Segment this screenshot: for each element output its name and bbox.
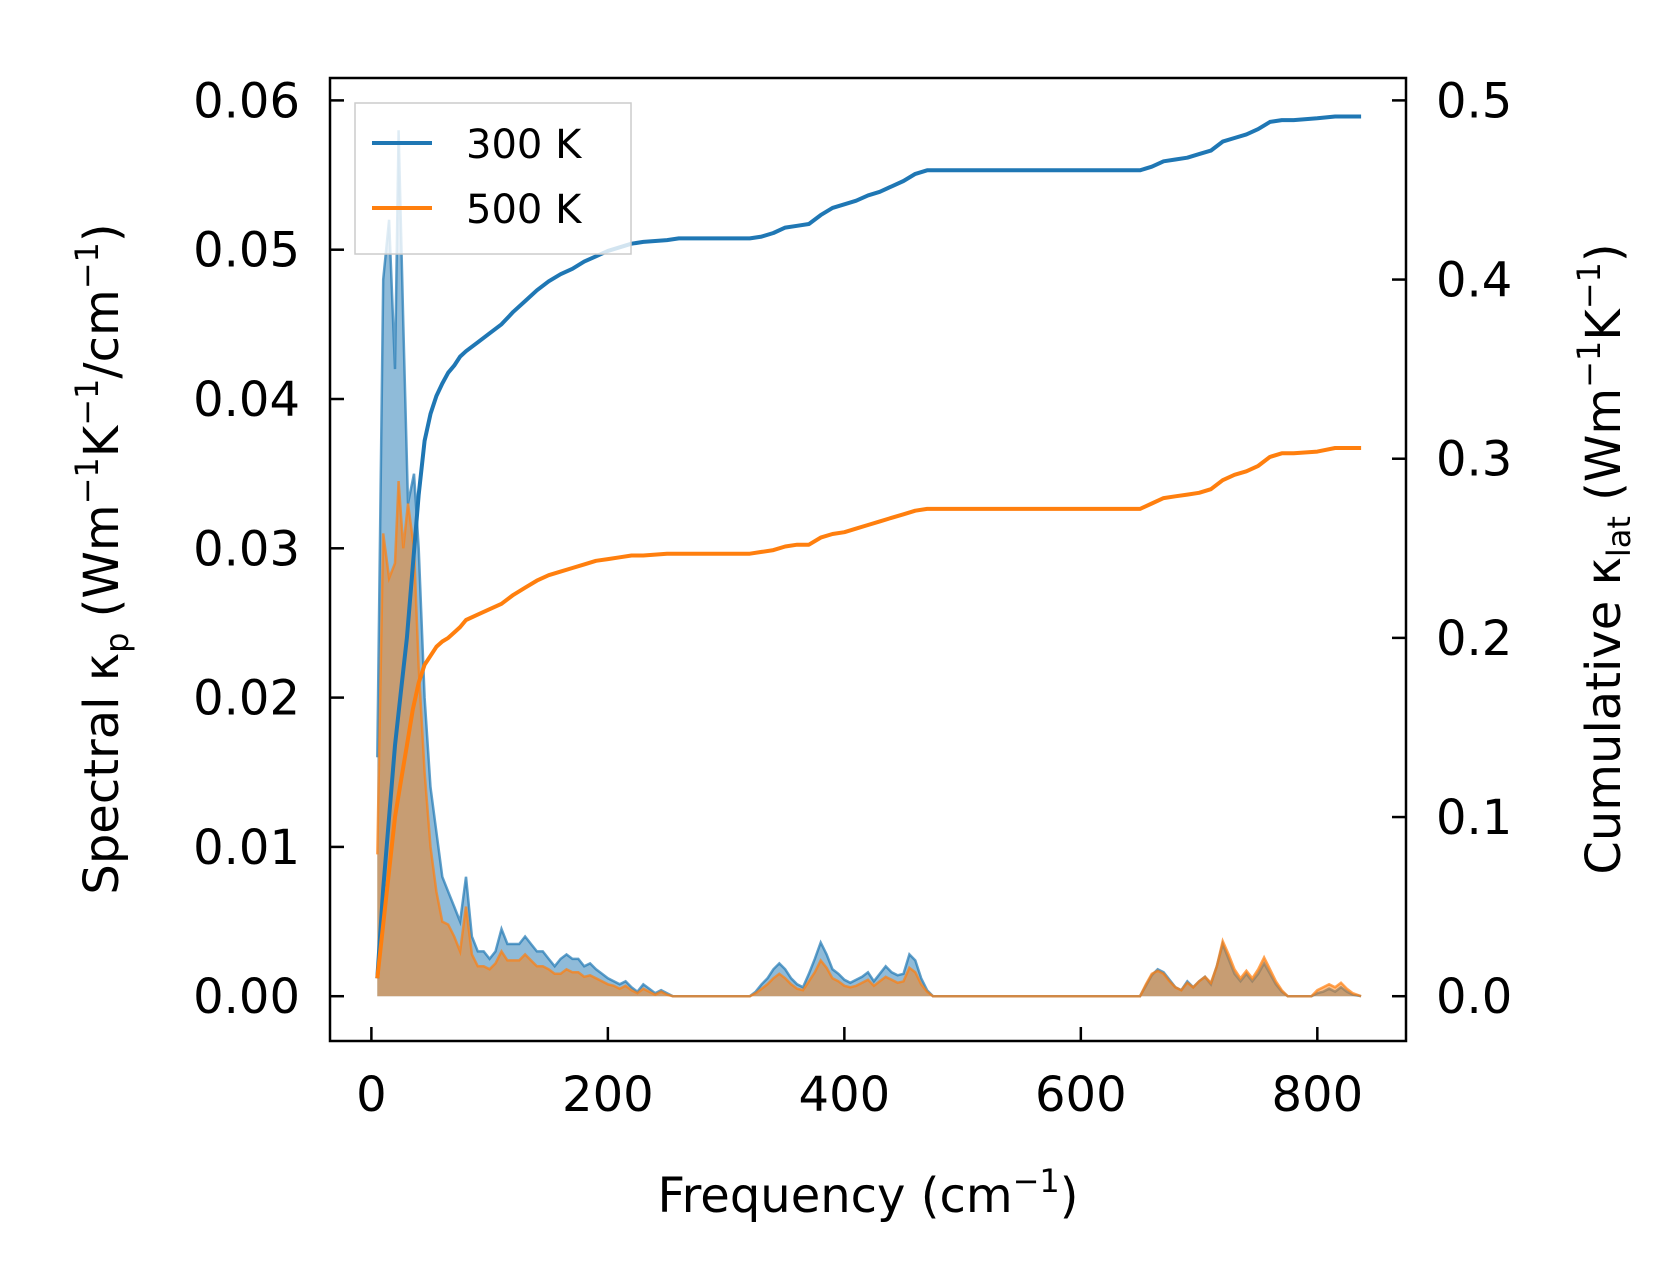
y-tick-label-right: 0.2	[1436, 611, 1512, 667]
legend: 300 K 500 K	[354, 102, 632, 255]
cumulative-lines	[375, 114, 1362, 979]
spectral-area-300k	[377, 130, 1362, 997]
spectral-outline-500k	[376, 481, 1362, 998]
x-tick-label: 400	[799, 1067, 891, 1123]
spectral-area-500k	[377, 481, 1362, 997]
y-tick-label-right: 0.4	[1436, 253, 1512, 309]
x-tick-label: 800	[1272, 1067, 1364, 1123]
y-tick-label-left: 0.01	[193, 820, 300, 876]
legend-entry-500k: 500 K	[372, 187, 583, 233]
legend-entry-300k: 300 K	[372, 122, 583, 168]
y-axis-label-left: Spectral κp (Wm−1K−1/cm−1)	[68, 223, 136, 894]
spectral-fills	[376, 130, 1362, 998]
y-tick-label-left: 0.04	[193, 372, 300, 428]
y-tick-label-left: 0.00	[193, 969, 300, 1025]
y-tick-label-right: 0.1	[1436, 790, 1512, 846]
y-axis-label-right: Cumulative κlat (Wm−1K−1)	[1570, 243, 1638, 874]
spectral-outline-300k	[376, 130, 1362, 998]
y-tick-label-left: 0.05	[193, 223, 300, 279]
x-tick-label: 600	[1035, 1067, 1127, 1123]
y-tick-label-right: 0.3	[1436, 432, 1512, 488]
x-tick-label: 0	[356, 1067, 387, 1123]
y-tick-label-right: 0.0	[1436, 969, 1512, 1025]
y-tick-label-left: 0.03	[193, 521, 300, 577]
x-axis-label: Frequency (cm−1)	[657, 1162, 1078, 1224]
y-tick-label-left: 0.06	[193, 73, 300, 129]
y-tick-label-right: 0.5	[1436, 73, 1512, 129]
legend-label-300k: 300 K	[466, 122, 583, 168]
axes-ticks	[330, 99, 1406, 1041]
plot-frame	[328, 76, 1408, 1043]
y-tick-label-left: 0.02	[193, 671, 300, 727]
legend-label-500k: 500 K	[466, 187, 583, 233]
cumulative-line-500k	[375, 446, 1362, 979]
cumulative-line-300k	[375, 114, 1362, 979]
legend-box	[354, 102, 632, 255]
x-tick-label: 200	[562, 1067, 654, 1123]
